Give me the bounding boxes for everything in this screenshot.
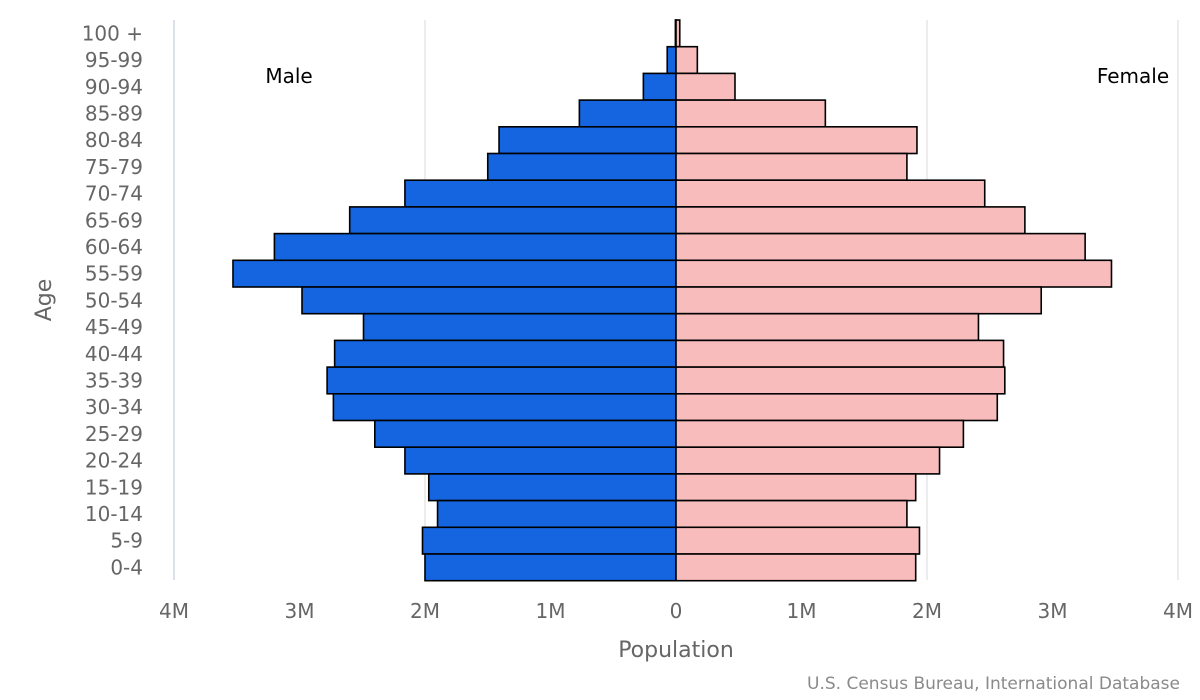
bar-male-95-99 (666, 45, 677, 75)
bar-female-45-49 (675, 312, 980, 342)
y-tick-label: 40-44 (85, 342, 143, 366)
y-tick-label: 80-84 (85, 128, 143, 152)
y-tick-label: 10-14 (85, 502, 143, 526)
y-tick-label: 45-49 (85, 315, 143, 339)
bar-male-90-94 (642, 72, 677, 101)
bar-female-100 (675, 19, 681, 48)
x-tick-label: 4M (1163, 599, 1193, 623)
female-side-label: Female (1097, 64, 1169, 88)
y-tick-label: 15-19 (85, 475, 143, 499)
bar-male-40-44 (333, 339, 677, 368)
bar-male-85-89 (578, 99, 677, 128)
x-tick-label: 2M (912, 599, 942, 623)
bar-male-35-39 (326, 366, 677, 395)
bar-female-80-84 (675, 126, 918, 155)
bar-female-90-94 (675, 72, 736, 101)
bar-male-25-29 (373, 419, 677, 449)
y-axis-title: Age (32, 279, 57, 322)
y-tick-label: 65-69 (85, 208, 143, 232)
bar-male-55-59 (232, 259, 677, 288)
y-tick-label: 95-99 (85, 48, 143, 72)
bar-female-20-24 (675, 446, 941, 475)
bar-female-55-59 (675, 259, 1113, 288)
x-tick-label: 3M (285, 599, 315, 623)
bar-female-35-39 (675, 366, 1006, 395)
y-tick-label: 75-79 (85, 155, 143, 179)
bar-female-75-79 (675, 152, 908, 182)
y-tick-label: 0-4 (110, 555, 143, 579)
bar-female-65-69 (675, 206, 1026, 235)
bar-male-0-4 (424, 553, 677, 582)
y-tick-label: 5-9 (110, 529, 143, 553)
bar-female-60-64 (675, 232, 1086, 262)
bar-female-5-9 (675, 526, 921, 555)
bar-male-45-49 (362, 312, 677, 342)
y-tick-label: 50-54 (85, 288, 143, 312)
x-tick-label: 4M (159, 599, 189, 623)
y-tick-label: 100 + (82, 21, 143, 45)
bar-male-15-19 (427, 473, 677, 502)
y-tick-label: 55-59 (85, 262, 143, 286)
bar-female-30-34 (675, 392, 999, 422)
bar-female-85-89 (675, 99, 827, 128)
y-tick-label: 60-64 (85, 235, 143, 259)
y-tick-label: 35-39 (85, 368, 143, 392)
male-side-label: Male (265, 64, 312, 88)
x-tick-label: 3M (1038, 599, 1068, 623)
bar-male-65-69 (348, 206, 677, 235)
bar-female-70-74 (675, 179, 986, 208)
bar-male-80-84 (498, 126, 677, 155)
bar-male-50-54 (301, 286, 677, 315)
x-tick-label: 1M (787, 599, 817, 623)
y-tick-label: 30-34 (85, 395, 143, 419)
source-credit: U.S. Census Bureau, International Databa… (807, 674, 1180, 694)
bar-male-10-14 (436, 499, 677, 529)
bar-male-75-79 (486, 152, 677, 182)
bar-male-60-64 (273, 232, 677, 262)
bar-female-15-19 (675, 473, 917, 502)
bar-female-50-54 (675, 286, 1043, 315)
bar-male-20-24 (404, 446, 677, 475)
bar-female-0-4 (675, 553, 917, 582)
x-axis-tick-labels: 4M 3M 2M 1M 0 1M 2M 3M 4M (159, 599, 1193, 623)
x-tick-label: 2M (410, 599, 440, 623)
x-tick-label: 1M (536, 599, 566, 623)
bar-female-95-99 (675, 45, 699, 75)
y-tick-label: 90-94 (85, 75, 143, 99)
bar-male-30-34 (332, 392, 677, 422)
y-tick-label: 70-74 (85, 182, 143, 206)
bar-female-40-44 (675, 339, 1005, 368)
bar-male-70-74 (404, 179, 677, 208)
bar-female-25-29 (675, 419, 965, 449)
y-tick-label: 20-24 (85, 449, 143, 473)
y-tick-label: 25-29 (85, 422, 143, 446)
x-tick-label: 0 (670, 599, 683, 623)
x-axis-title: Population (618, 638, 734, 663)
bar-male-5-9 (421, 526, 677, 555)
y-tick-label: 85-89 (85, 101, 143, 125)
bars-group (232, 19, 1113, 582)
bar-female-10-14 (675, 499, 908, 529)
